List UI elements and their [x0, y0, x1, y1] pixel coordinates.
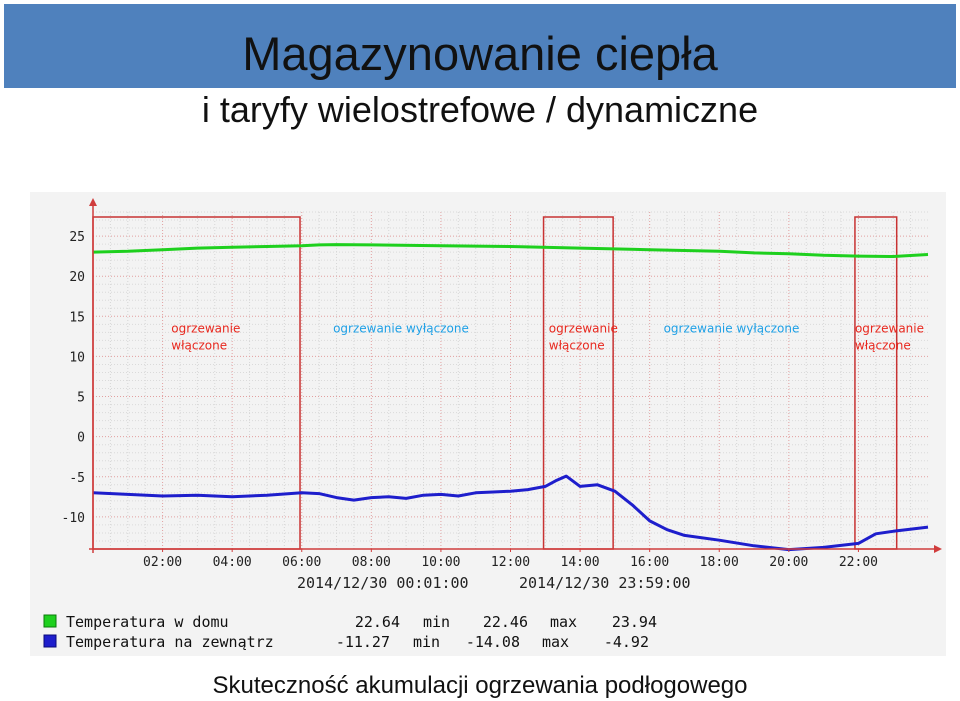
- annotation-heating-on: włączone: [549, 339, 605, 353]
- y-tick-label: 15: [69, 310, 85, 325]
- slide-title: Magazynowanie ciepła: [242, 27, 718, 80]
- x-tick-label: 18:00: [700, 555, 739, 570]
- time-start-label: 2014/12/30 00:01:00: [297, 574, 469, 592]
- annotation-heating-on: ogrzewanie: [549, 322, 618, 336]
- chart-grid: [93, 211, 928, 550]
- annotation-heating-off: ogrzewanie wyłączone: [664, 322, 800, 336]
- y-tick-label: 0: [77, 431, 85, 446]
- slide-caption: Skuteczność akumulacji ogrzewania podłog…: [212, 672, 748, 699]
- x-tick-label: 08:00: [352, 555, 391, 570]
- annotation-heating-on: włączone: [855, 339, 911, 353]
- annotation-heating-off: ogrzewanie wyłączone: [333, 322, 469, 336]
- y-tick-label: -5: [69, 471, 85, 486]
- legend-max-label-indoor: max: [550, 613, 577, 631]
- x-tick-label: 12:00: [491, 555, 530, 570]
- y-tick-label: 25: [69, 230, 85, 245]
- annotation-heating-on: włączone: [171, 339, 227, 353]
- legend-max-indoor: 23.94: [612, 613, 657, 631]
- x-tick-label: 02:00: [143, 555, 182, 570]
- y-tick-label: 20: [69, 270, 85, 285]
- chart-series: [92, 243, 929, 552]
- legend-max-outdoor: -4.92: [604, 633, 649, 651]
- legend-min-label-indoor: min: [423, 613, 450, 631]
- legend-max-label-outdoor: max: [542, 633, 569, 651]
- legend-swatch-indoor: [43, 614, 57, 628]
- legend-min-label-outdoor: min: [413, 633, 440, 651]
- x-tick-label: 10:00: [421, 555, 460, 570]
- x-tick-label: 06:00: [282, 555, 321, 570]
- legend-min-indoor: 22.46: [483, 613, 528, 631]
- y-tick-label: 10: [69, 350, 85, 365]
- legend-current-indoor: 22.64: [355, 613, 400, 631]
- x-tick-label: 22:00: [839, 555, 878, 570]
- annotation-heating-on: ogrzewanie: [171, 322, 240, 336]
- chart-axes: 25 20 15 10 5 0 -5 -10 02:00 04:00 06:00 08:00 10:00…: [62, 198, 942, 570]
- chart-background: [30, 192, 946, 656]
- legend-label-indoor: Temperatura w domu: [66, 613, 229, 631]
- time-end-label: 2014/12/30 23:59:00: [519, 574, 691, 592]
- x-tick-label: 16:00: [630, 555, 669, 570]
- header-bar: [4, 4, 956, 88]
- legend-min-outdoor: -14.08: [466, 633, 520, 651]
- annotation-labels: ogrzewanie włączone ogrzewanie wyłączone og…: [171, 322, 924, 353]
- legend-current-outdoor: -11.27: [336, 633, 390, 651]
- x-tick-label: 04:00: [213, 555, 252, 570]
- x-tick-label: 20:00: [769, 555, 808, 570]
- x-tick-label: 14:00: [561, 555, 600, 570]
- series-line-indoor: [92, 243, 929, 258]
- x-axis-arrow: [934, 545, 942, 553]
- temperature-chart: 25 20 15 10 5 0 -5 -10 02:00 04:00 06:00 08:00 10:00…: [30, 192, 946, 656]
- series-line-outdoor: [92, 474, 929, 552]
- annotation-heating-on: ogrzewanie: [855, 322, 924, 336]
- y-tick-label: 5: [77, 391, 85, 406]
- legend-swatch-outdoor: [43, 634, 57, 648]
- y-axis-arrow: [89, 198, 97, 206]
- legend-label-outdoor: Temperatura na zewnątrz: [66, 633, 274, 651]
- y-tick-label: -10: [62, 511, 85, 526]
- slide-subtitle: i taryfy wielostrefowe / dynamiczne: [201, 89, 759, 130]
